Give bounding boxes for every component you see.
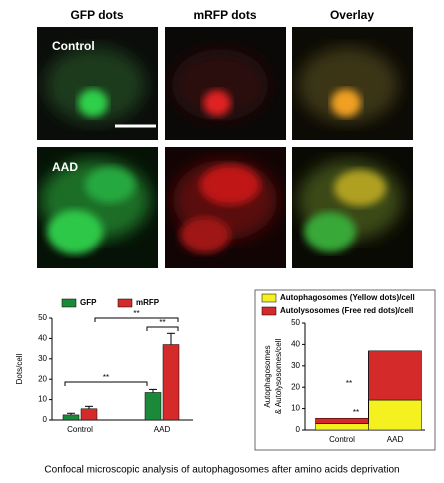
legend-swatch	[61, 298, 77, 308]
x-tick-label: AAD	[387, 435, 404, 444]
column-header: Overlay	[330, 8, 374, 22]
bar	[144, 392, 162, 421]
annotation: **	[353, 408, 359, 417]
caption: Confocal microscopic analysis of autopha…	[44, 465, 399, 476]
legend-swatch	[261, 306, 277, 316]
legend-swatch	[261, 293, 277, 303]
y-tick-label: 40	[291, 340, 300, 349]
legend-label: mRFP	[136, 298, 160, 307]
y-tick-label: 30	[291, 361, 300, 370]
bracket	[146, 326, 179, 331]
annotation: **	[103, 373, 109, 382]
bar-segment	[368, 350, 422, 401]
bar	[62, 414, 80, 421]
column-header: mRFP dots	[193, 8, 256, 22]
micrographs: Control AAD	[37, 27, 413, 268]
y-tick-label: 50	[38, 313, 47, 322]
legend-label: GFP	[80, 298, 97, 307]
x-tick-label: AAD	[154, 425, 171, 434]
annotation: **	[159, 318, 165, 327]
chart-frame	[254, 289, 436, 451]
y-tick-label: 0	[43, 415, 48, 424]
y-tick-label: 10	[291, 404, 300, 413]
legend-label: Autophagosomes (Yellow dots)/cell	[280, 293, 415, 302]
bar-segment	[368, 399, 422, 431]
row-label: Control	[52, 39, 95, 53]
column-header: GFP dots	[70, 8, 123, 22]
x-tick-label: Control	[329, 435, 355, 444]
legend-label: Autolysosomes (Free red dots)/cell	[280, 306, 413, 315]
y-axis-label: Dots/cell	[15, 353, 24, 384]
y-tick-label: 0	[296, 425, 301, 434]
annotation: **	[346, 379, 352, 388]
legend-swatch	[117, 298, 133, 308]
bar-segment	[315, 423, 369, 431]
bar	[162, 344, 180, 421]
x-tick-label: Control	[67, 425, 93, 434]
y-tick-label: 20	[291, 382, 300, 391]
y-tick-label: 40	[38, 334, 47, 343]
y-axis-label: & Autolysosomes/cell	[274, 338, 283, 414]
annotation: **	[133, 309, 139, 318]
y-axis-label: Autophagosomes	[263, 345, 272, 407]
row-label: AAD	[52, 160, 78, 174]
bar-segment	[315, 417, 369, 424]
bracket	[64, 381, 148, 386]
bar	[80, 408, 98, 421]
y-tick-label: 50	[291, 318, 300, 327]
y-tick-label: 20	[38, 374, 47, 383]
y-tick-label: 30	[38, 354, 47, 363]
bracket	[94, 317, 179, 322]
y-tick-label: 10	[38, 395, 47, 404]
